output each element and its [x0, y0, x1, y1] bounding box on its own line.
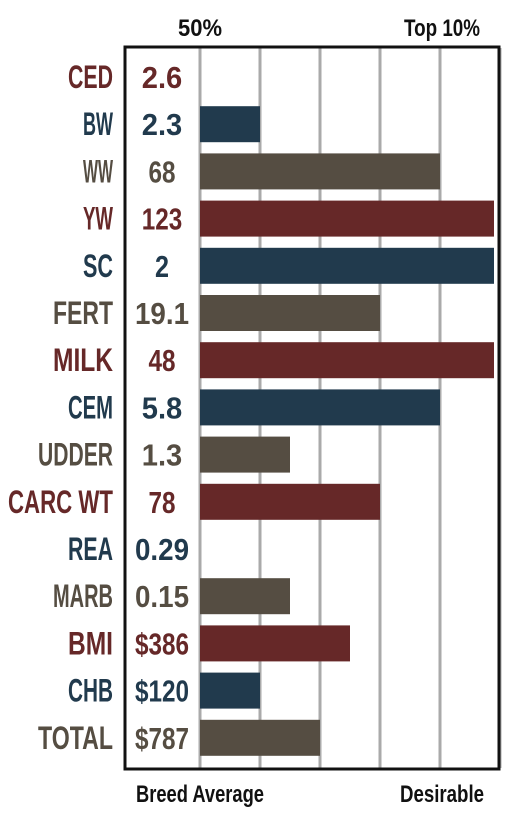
labels: CED 2.6 BW 2.3 WW 68 YW 123 SC 2 FERT 19.1 MILK 48 CEM…: [8, 59, 189, 756]
chart-frame: [123, 45, 501, 771]
bar-cem: [200, 389, 440, 426]
bar-sc: [200, 247, 494, 284]
bottom-label-breed-average: Breed Average: [136, 781, 264, 808]
value-label-milk: 48: [149, 343, 176, 378]
bar-udder: [200, 436, 290, 473]
bar-fert: [200, 295, 380, 331]
category-label-marb: MARB: [53, 578, 113, 614]
bar-chb: [200, 672, 260, 709]
value-label-carc-wt: 78: [149, 485, 176, 520]
value-label-marb: 0.15: [135, 579, 189, 614]
category-label-milk: MILK: [53, 342, 113, 378]
top-label-50-percent: 50%: [178, 15, 222, 42]
bar-milk: [200, 342, 494, 379]
category-label-rea: REA: [68, 531, 113, 567]
top-label-top-10-percent: Top 10%: [404, 15, 480, 42]
category-label-ww: WW: [83, 153, 113, 189]
category-label-yw: YW: [83, 201, 113, 237]
value-label-ced: 2.6: [142, 60, 183, 95]
category-label-udder: UDDER: [38, 437, 113, 473]
bar-total: [200, 719, 320, 756]
category-label-sc: SC: [83, 248, 113, 284]
value-label-sc: 2: [155, 249, 169, 284]
value-label-cem: 5.8: [142, 390, 183, 425]
category-label-fert: FERT: [53, 295, 113, 331]
category-label-cem: CEM: [68, 389, 113, 425]
bar-marb: [200, 578, 290, 615]
bottom-label-desirable: Desirable: [400, 781, 484, 808]
value-label-bmi: $386: [135, 626, 189, 661]
category-label-ced: CED: [68, 59, 113, 95]
category-label-carc-wt: CARC WT: [8, 484, 113, 520]
bar-bw: [200, 106, 260, 143]
bar-yw: [200, 200, 494, 237]
category-label-bw: BW: [83, 106, 113, 142]
value-label-yw: 123: [142, 202, 183, 237]
value-label-chb: $120: [135, 674, 189, 709]
value-label-rea: 0.29: [135, 532, 189, 567]
category-label-total: TOTAL: [38, 720, 113, 756]
category-label-chb: CHB: [68, 673, 113, 709]
bars: [200, 106, 494, 756]
bar-carc-wt: [200, 483, 380, 520]
bar-ww: [200, 153, 440, 190]
category-label-bmi: BMI: [68, 625, 113, 661]
value-label-ww: 68: [149, 154, 176, 189]
bar-bmi: [200, 625, 350, 662]
value-label-udder: 1.3: [142, 438, 183, 473]
value-label-total: $787: [135, 721, 189, 756]
value-label-bw: 2.3: [142, 107, 183, 142]
value-label-fert: 19.1: [135, 296, 189, 331]
